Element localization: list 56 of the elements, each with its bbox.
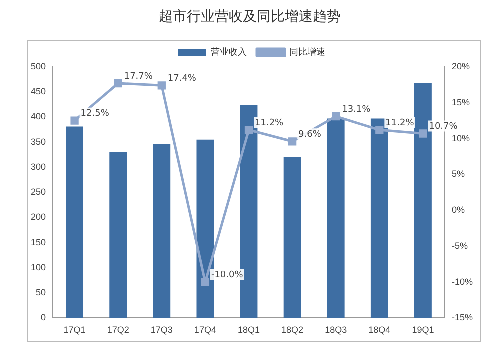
x-tick-label: 17Q3 <box>150 325 173 336</box>
y2-tick-label: 20% <box>452 61 470 72</box>
y2-tick-label: 0% <box>452 205 466 216</box>
point <box>288 138 297 146</box>
bar <box>284 157 302 318</box>
y2-tick-label: 10% <box>452 133 470 144</box>
x-tick-label: 18Q3 <box>325 325 348 336</box>
bar <box>370 118 388 318</box>
point <box>376 126 384 134</box>
y-tick-label: 200 <box>30 212 46 222</box>
y2-tick-label: -5% <box>452 240 468 251</box>
data-label: 10.7% <box>429 122 458 132</box>
y-tick-label: 400 <box>30 112 46 122</box>
y-tick-label: 350 <box>30 136 46 147</box>
bar <box>153 144 171 318</box>
x-tick-label: 18Q1 <box>238 325 260 336</box>
y-tick-label: 450 <box>30 86 46 97</box>
legend-label: 同比增速 <box>290 46 326 57</box>
data-label: 17.4% <box>168 74 197 84</box>
x-tick-label: 18Q4 <box>368 325 391 336</box>
y-tick-label: 250 <box>30 187 46 198</box>
y-tick-label: 50 <box>36 288 46 298</box>
y-tick-label: 500 <box>30 61 46 72</box>
point <box>158 82 166 90</box>
y-tick-label: 300 <box>30 162 46 172</box>
y2-tick-label: 15% <box>452 97 470 108</box>
data-label: 12.5% <box>80 109 110 120</box>
x-tick-label: 17Q4 <box>194 325 216 336</box>
data-label: -10.0% <box>211 270 244 281</box>
x-tick-label: 18Q2 <box>282 325 304 336</box>
data-label: 9.6% <box>298 130 322 140</box>
chart-title: 超市行业营收及同比增速趋势 <box>158 8 342 26</box>
bar <box>66 126 84 318</box>
y2-tick-label: -15% <box>452 312 474 323</box>
x-tick-label: 17Q1 <box>64 325 86 336</box>
bar <box>414 83 432 318</box>
y2-tick-label: -10% <box>452 276 474 287</box>
x-tick-label: 19Q1 <box>412 325 434 336</box>
x-tick-label: 17Q2 <box>107 325 130 336</box>
y-tick-label: 0 <box>41 312 46 323</box>
point <box>70 116 79 125</box>
y-tick-label: 150 <box>30 237 46 248</box>
point <box>244 126 254 134</box>
bar <box>327 118 345 318</box>
data-label: 11.2% <box>255 118 284 129</box>
y-tick-label: 100 <box>30 262 46 272</box>
legend-label: 营业收入 <box>211 46 247 57</box>
bar <box>110 152 128 318</box>
y2-tick-label: 5% <box>452 169 466 180</box>
point <box>201 278 210 286</box>
data-label: 11.2% <box>386 118 415 129</box>
point <box>114 79 122 88</box>
point <box>419 130 428 138</box>
data-label: 17.7% <box>124 72 154 82</box>
data-label: 13.1% <box>342 104 372 115</box>
point <box>332 112 340 121</box>
